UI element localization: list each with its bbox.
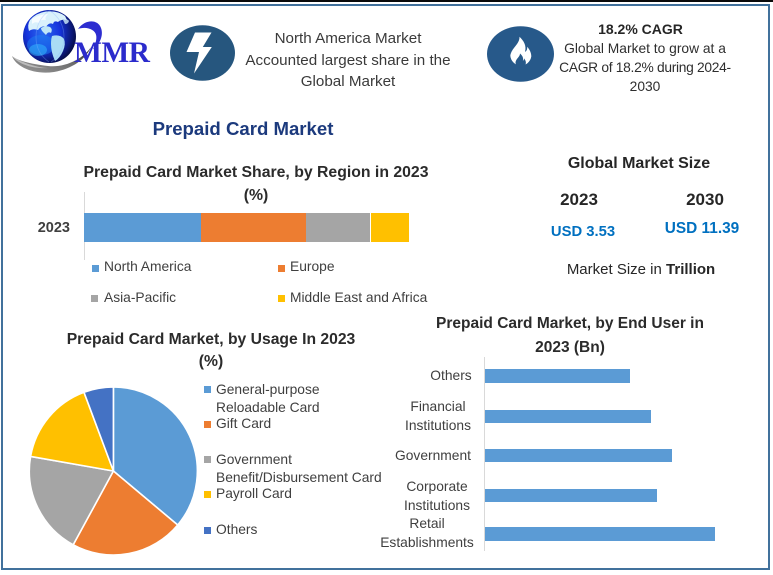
svg-text:MMR: MMR bbox=[74, 37, 151, 69]
